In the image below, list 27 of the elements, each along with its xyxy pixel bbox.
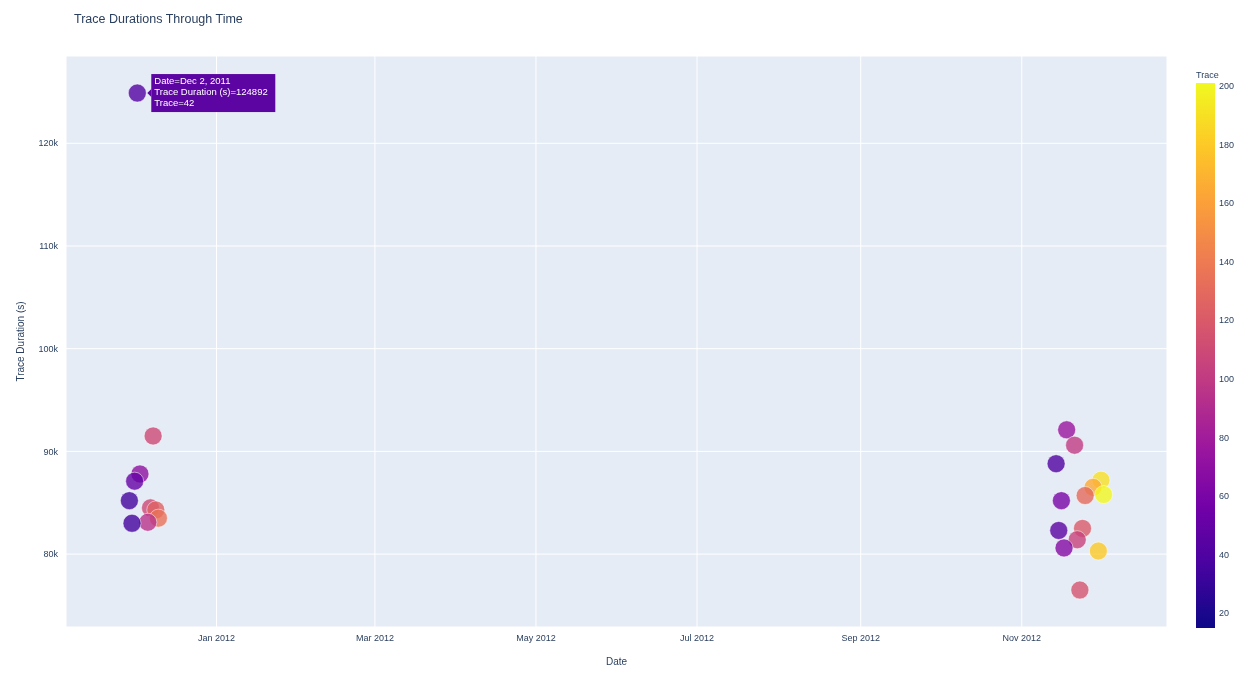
x-tick-label: Sep 2012 [841, 633, 880, 644]
y-axis-title: Trace Duration (s) [14, 301, 26, 382]
y-tick-label: 110k [39, 241, 59, 252]
x-tick-label: May 2012 [516, 633, 556, 644]
y-tick-label: 120k [38, 138, 59, 149]
color-bar-label: 200 [1219, 81, 1235, 92]
y-tick-label: 100k [38, 343, 59, 354]
color-bar-label: 160 [1219, 198, 1235, 209]
chart-title: Trace Durations Through Time [74, 12, 243, 26]
hover-label: Date=Dec 2, 2011 Trace Duration (s)=124892 Trace=42 [147, 74, 276, 113]
y-tick-label: 80k [43, 549, 59, 560]
x-tick-label: Jan 2012 [197, 633, 236, 644]
color-bar-label: 60 [1219, 491, 1230, 502]
color-bar-label: 20 [1219, 608, 1230, 619]
x-tick-label: Nov 2012 [1002, 633, 1042, 644]
color-bar-label: 140 [1219, 256, 1235, 267]
color-bar-title: Trace [1196, 70, 1219, 80]
y-tick-label: 90k [43, 446, 59, 457]
x-tick-label: Mar 2012 [355, 633, 394, 644]
color-bar-label: 120 [1219, 315, 1235, 326]
x-tick-label: Jul 2012 [680, 633, 715, 644]
x-axis-title: Date [605, 656, 628, 667]
color-bar-label: 80 [1219, 432, 1230, 443]
color-bar-label: 40 [1219, 549, 1230, 560]
annotation: Date=Dec 2, 2011 Trace Duration (s)=124892 Trace=42 [154, 75, 268, 109]
color-bar-label: 100 [1219, 374, 1235, 385]
color-bar-label: 180 [1219, 139, 1235, 150]
